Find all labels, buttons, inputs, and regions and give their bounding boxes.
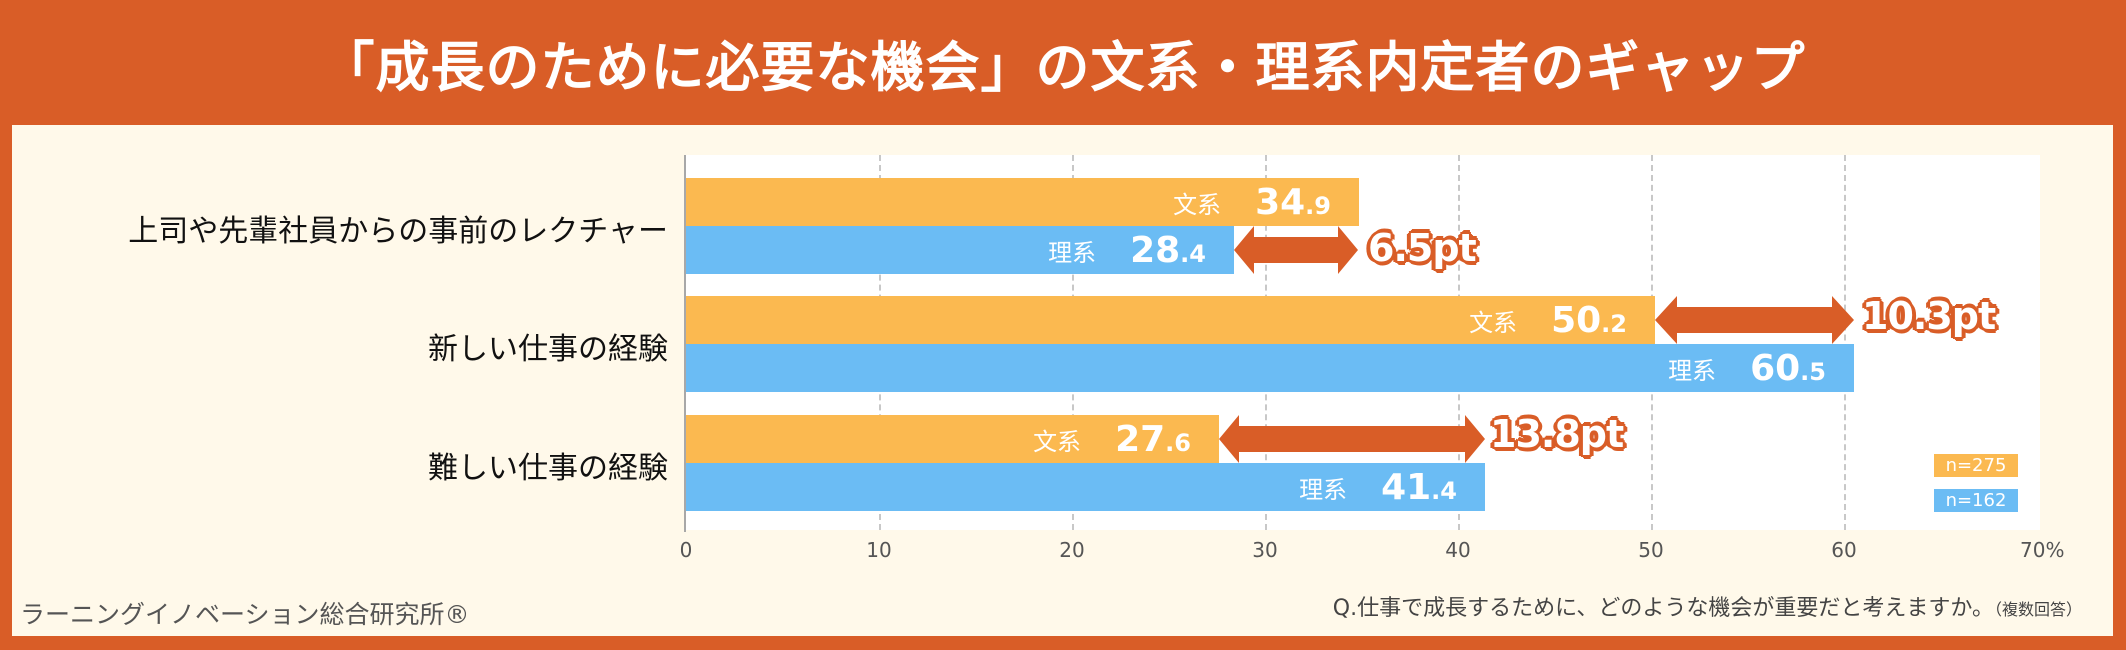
gap-label-lecture: 6.5pt xyxy=(1368,226,1477,270)
gap-arrow-icon xyxy=(1655,296,1854,344)
x-tick-60: 60 xyxy=(1831,538,1857,562)
x-tick-30: 30 xyxy=(1252,538,1278,562)
series-label: 文系 xyxy=(1033,427,1082,456)
gap-arrow-icon xyxy=(1234,226,1358,274)
bar-value: 34.9 xyxy=(1255,181,1331,223)
gap-label-difficult-work: 13.8pt xyxy=(1490,412,1624,456)
x-tick-40: 40 xyxy=(1445,538,1471,562)
bar-rikei-lecture: 理系 28.4 xyxy=(686,226,1234,274)
legend-bunkei-n: n=275 xyxy=(1934,454,2018,477)
bar-value: 41.4 xyxy=(1381,466,1457,508)
series-label: 理系 xyxy=(1299,475,1348,504)
category-label-lecture: 上司や先輩社員からの事前のレクチャー xyxy=(128,214,668,249)
bar-value: 28.4 xyxy=(1130,229,1206,271)
x-tick-0: 0 xyxy=(679,538,693,562)
y-axis-line xyxy=(684,155,686,532)
gap-label-new-work: 10.3pt xyxy=(1862,294,1996,338)
x-tick-10: 10 xyxy=(866,538,892,562)
category-label-new-work: 新しい仕事の経験 xyxy=(428,332,668,367)
gridline-60 xyxy=(1844,155,1846,530)
survey-question: Q.仕事で成長するために、どのような機会が重要だと考えますか。（複数回答） xyxy=(1332,596,2082,621)
series-label: 理系 xyxy=(1048,238,1097,267)
legend-rikei-n: n=162 xyxy=(1934,489,2018,512)
gap-arrow-icon xyxy=(1219,415,1485,463)
category-label-difficult-work: 難しい仕事の経験 xyxy=(428,451,668,486)
chart-title: 「成長のために必要な機会」の文系・理系内定者のギャップ xyxy=(320,36,1806,99)
bar-bunkei-lecture: 文系 34.9 xyxy=(686,178,1359,226)
bar-bunkei-new-work: 文系 50.2 xyxy=(686,296,1655,344)
bar-value: 50.2 xyxy=(1551,299,1627,341)
source-credit: ラーニングイノベーション総合研究所® xyxy=(20,600,470,629)
bar-rikei-new-work: 理系 60.5 xyxy=(686,344,1854,392)
bar-value: 27.6 xyxy=(1115,418,1191,460)
series-label: 理系 xyxy=(1668,356,1717,385)
bar-rikei-difficult-work: 理系 41.4 xyxy=(686,463,1485,511)
bar-value: 60.5 xyxy=(1750,347,1826,389)
x-tick-20: 20 xyxy=(1059,538,1085,562)
series-label: 文系 xyxy=(1173,190,1222,219)
series-label: 文系 xyxy=(1469,308,1518,337)
x-tick-70: 70% xyxy=(2020,538,2065,562)
x-tick-50: 50 xyxy=(1638,538,1664,562)
bar-bunkei-difficult-work: 文系 27.6 xyxy=(686,415,1219,463)
